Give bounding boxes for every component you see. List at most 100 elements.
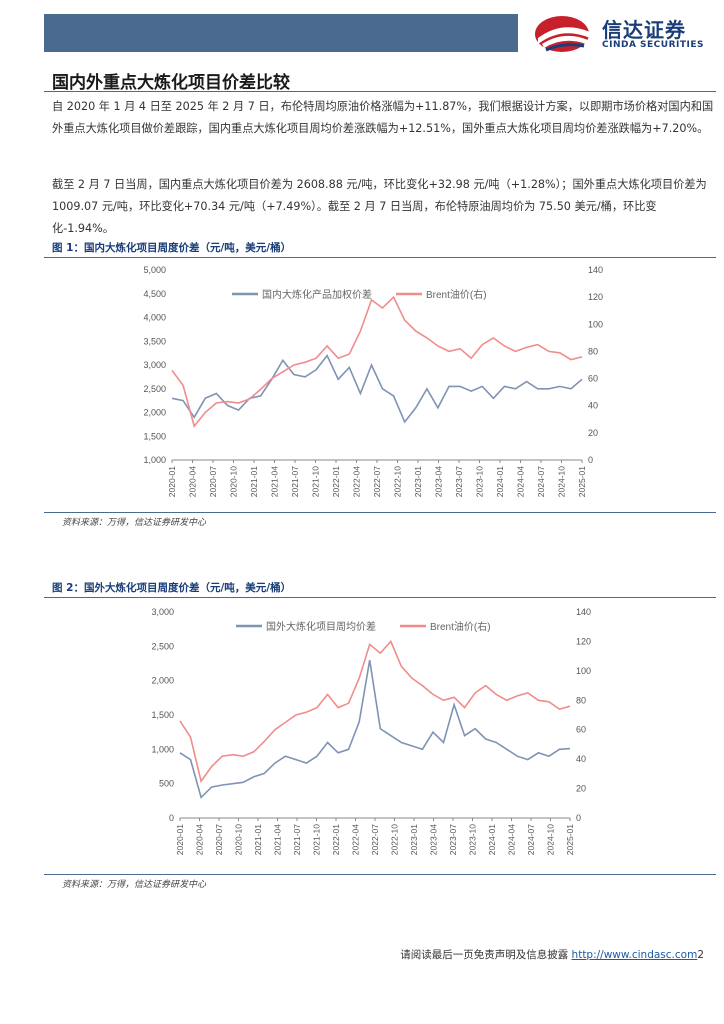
x-tick-label: 2023-07 <box>448 824 458 855</box>
figure-2-svg: 0 500 1,000 1,500 2,000 2,500 3,000 0 20 40 60 80 10… <box>151 607 591 855</box>
figure-1-bottom-rule <box>44 512 716 513</box>
figure-2-top-rule <box>44 597 716 598</box>
series-line-spread <box>171 353 583 424</box>
y-right-tick-label: 100 <box>588 319 603 329</box>
series-line-brent <box>179 639 571 784</box>
x-tick-label: 2021-07 <box>290 466 300 497</box>
legend-label: 国内大炼化产品加权价差 <box>262 288 372 301</box>
figure-2-source: 资料来源：万得，信达证券研发中心 <box>62 880 207 890</box>
x-tick-label: 2022-07 <box>372 466 382 497</box>
x-tick-label: 2023-07 <box>454 466 464 497</box>
x-tick-label: 2024-04 <box>516 466 526 497</box>
x-tick-label: 2024-10 <box>557 466 567 497</box>
x-tick-label: 2024-07 <box>536 466 546 497</box>
series-line-spread <box>179 659 571 799</box>
y-left-tick-label: 4,500 <box>143 289 166 299</box>
cinda-logo: 信达证券 CINDA SECURITIES <box>532 12 712 56</box>
footer: 请阅读最后一页免责声明及信息披露 http://www.cindasc.com2 <box>400 947 704 962</box>
x-tick-label: 2025-01 <box>565 824 575 855</box>
y-right-tick-label: 120 <box>588 292 603 302</box>
y-left-tick-label: 500 <box>159 779 174 789</box>
y-right-tick-label: 40 <box>576 754 586 764</box>
legend-label: 国外大炼化项目周均价差 <box>266 620 376 633</box>
legend-label: Brent油价(右) <box>430 620 491 633</box>
logo-en-text: CINDA SECURITIES <box>602 40 704 50</box>
cinda-logo-mark-icon <box>535 16 590 52</box>
header-bar <box>44 14 518 52</box>
figure-2-title: 图 2：国外大炼化项目周度价差（元/吨，美元/桶） <box>52 582 292 594</box>
figure-2-bottom-rule <box>44 874 716 875</box>
x-tick-label: 2024-07 <box>526 824 536 855</box>
y-right-tick-label: 0 <box>576 813 581 823</box>
x-tick-label: 2022-07 <box>370 824 380 855</box>
x-tick-label: 2022-01 <box>331 824 341 855</box>
x-tick-label: 2024-04 <box>507 824 517 855</box>
x-tick-label: 2023-01 <box>413 466 423 497</box>
y-left-tick-label: 2,500 <box>143 384 166 394</box>
x-tick-label: 2020-07 <box>208 466 218 497</box>
x-tick-label: 2023-10 <box>475 466 485 497</box>
x-tick-label: 2021-10 <box>311 466 321 497</box>
x-tick-label: 2021-04 <box>273 824 283 855</box>
x-tick-label: 2023-10 <box>468 824 478 855</box>
x-tick-label: 2021-04 <box>270 466 280 497</box>
y-left-tick-label: 2,500 <box>151 641 174 651</box>
y-right-tick-label: 80 <box>588 346 598 356</box>
y-right-tick-label: 80 <box>576 695 586 705</box>
paragraph-1: 自 2020 年 1 月 4 日至 2025 年 2 月 7 日，布伦特周均原油… <box>52 100 714 135</box>
figure-1-title: 图 1：国内大炼化项目周度价差（元/吨，美元/桶） <box>52 242 292 254</box>
x-tick-label: 2021-01 <box>249 466 259 497</box>
y-left-tick-label: 3,000 <box>151 607 174 617</box>
y-right-tick-label: 140 <box>576 607 591 617</box>
figure-1-source: 资料来源：万得，信达证券研发中心 <box>62 518 207 528</box>
y-right-tick-label: 60 <box>576 725 586 735</box>
x-tick-label: 2023-04 <box>429 824 439 855</box>
y-right-tick-label: 120 <box>576 636 591 646</box>
y-left-tick-label: 1,500 <box>151 710 174 720</box>
title-divider <box>44 91 716 92</box>
x-tick-label: 2021-01 <box>253 824 263 855</box>
y-left-tick-label: 0 <box>169 813 174 823</box>
section-title: 国内外重点大炼化项目价差比较 <box>52 73 290 93</box>
legend-label: Brent油价(右) <box>426 288 487 301</box>
logo-cn-text: 信达证券 <box>602 18 686 42</box>
x-tick-label: 2020-04 <box>195 824 205 855</box>
y-left-tick-label: 1,000 <box>151 744 174 754</box>
x-tick-label: 2021-10 <box>312 824 322 855</box>
x-tick-label: 2022-10 <box>390 824 400 855</box>
x-tick-label: 2020-10 <box>234 824 244 855</box>
paragraph-2: 截至 2 月 7 日当周，国内重点大炼化项目价差为 2608.88 元/吨，环比… <box>52 178 707 235</box>
footer-disclaimer: 请阅读最后一页免责声明及信息披露 <box>400 949 572 961</box>
y-left-tick-label: 3,000 <box>143 360 166 370</box>
x-tick-label: 2021-07 <box>292 824 302 855</box>
footer-link[interactable]: http://www.cindasc.com <box>571 949 698 961</box>
x-tick-label: 2020-07 <box>214 824 224 855</box>
y-left-tick-label: 5,000 <box>143 265 166 275</box>
x-tick-label: 2020-01 <box>175 824 185 855</box>
figure-1-chart: 1,000 1,500 2,000 2,500 3,000 3,500 4,000 4,500… <box>44 258 716 516</box>
x-tick-label: 2024-01 <box>487 824 497 855</box>
y-left-tick-label: 1,500 <box>143 431 166 441</box>
x-tick-label: 2025-01 <box>577 466 587 497</box>
y-left-tick-label: 3,500 <box>143 336 166 346</box>
y-right-tick-label: 0 <box>588 455 593 465</box>
y-left-tick-label: 2,000 <box>151 676 174 686</box>
y-right-tick-label: 40 <box>588 401 598 411</box>
page-number: 2 <box>697 949 704 961</box>
series-line-brent <box>171 295 583 428</box>
x-tick-label: 2022-01 <box>331 466 341 497</box>
x-tick-label: 2020-10 <box>229 466 239 497</box>
y-right-tick-label: 60 <box>588 374 598 384</box>
y-right-tick-label: 100 <box>576 666 591 676</box>
y-left-tick-label: 2,000 <box>143 408 166 418</box>
x-tick-label: 2023-01 <box>409 824 419 855</box>
x-tick-label: 2022-04 <box>352 466 362 497</box>
x-tick-label: 2024-10 <box>546 824 556 855</box>
figure-2-chart: 0 500 1,000 1,500 2,000 2,500 3,000 0 20 40 60 80 10… <box>44 598 716 878</box>
figure-1-top-rule <box>44 257 716 258</box>
y-right-tick-label: 140 <box>588 265 603 275</box>
x-tick-label: 2023-04 <box>434 466 444 497</box>
x-tick-label: 2024-01 <box>495 466 505 497</box>
y-right-tick-label: 20 <box>588 428 598 438</box>
y-left-tick-label: 1,000 <box>143 455 166 465</box>
